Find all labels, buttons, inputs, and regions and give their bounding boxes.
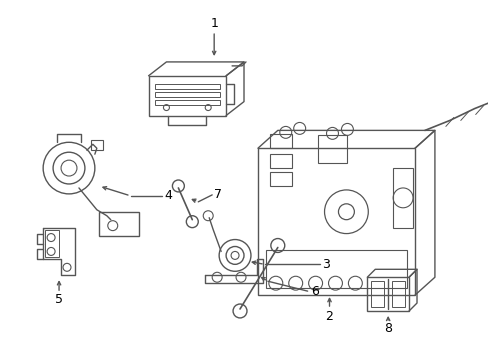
Text: 2: 2 bbox=[325, 310, 333, 323]
Bar bbox=[269, 134, 291, 148]
Text: 1: 1 bbox=[210, 17, 218, 30]
Bar bbox=[391, 281, 404, 307]
Bar bbox=[148, 76, 225, 116]
Bar bbox=[45, 230, 59, 257]
Bar bbox=[91, 140, 102, 150]
Text: 6: 6 bbox=[310, 285, 318, 298]
Bar bbox=[154, 92, 220, 96]
Bar bbox=[392, 168, 412, 228]
Text: 3: 3 bbox=[321, 258, 329, 271]
Bar bbox=[366, 277, 408, 311]
Bar bbox=[269, 172, 291, 186]
Text: 8: 8 bbox=[384, 322, 391, 336]
Bar bbox=[317, 135, 346, 163]
Bar bbox=[99, 212, 138, 235]
Text: 4: 4 bbox=[164, 189, 172, 202]
Bar bbox=[257, 148, 414, 295]
Text: 7: 7 bbox=[214, 188, 222, 201]
Bar bbox=[265, 251, 406, 288]
Bar bbox=[370, 281, 384, 307]
Text: 5: 5 bbox=[55, 293, 63, 306]
Bar bbox=[154, 84, 220, 89]
Bar bbox=[154, 100, 220, 105]
Bar bbox=[269, 154, 291, 168]
